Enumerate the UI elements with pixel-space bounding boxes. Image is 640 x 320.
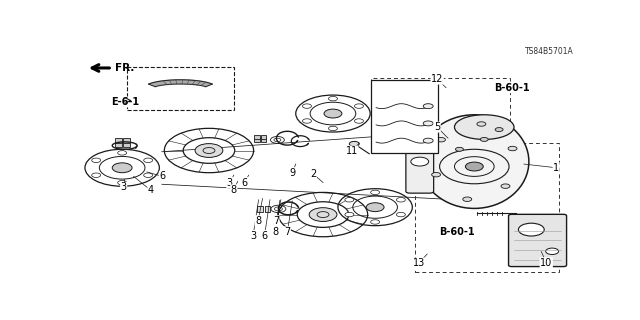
Polygon shape [148, 80, 212, 87]
Text: 7: 7 [284, 227, 291, 237]
Circle shape [355, 104, 364, 108]
Circle shape [518, 223, 544, 236]
Circle shape [349, 141, 359, 146]
Circle shape [303, 119, 312, 123]
Text: 8: 8 [230, 185, 237, 195]
Bar [127, 67, 234, 110]
Circle shape [112, 163, 132, 173]
Circle shape [118, 151, 127, 155]
Text: 13: 13 [413, 258, 425, 268]
Circle shape [345, 197, 354, 202]
Circle shape [345, 212, 354, 217]
Text: 11: 11 [346, 146, 358, 156]
Text: 5: 5 [434, 122, 440, 132]
Circle shape [371, 220, 380, 224]
Bar [254, 138, 260, 142]
Text: 6: 6 [262, 230, 268, 241]
Circle shape [480, 138, 488, 141]
Circle shape [501, 184, 510, 188]
Circle shape [396, 197, 405, 202]
Ellipse shape [454, 115, 514, 140]
Text: 3: 3 [250, 230, 256, 241]
Circle shape [456, 147, 463, 151]
Circle shape [463, 197, 472, 201]
Bar [257, 206, 262, 212]
Circle shape [436, 138, 445, 142]
Circle shape [411, 157, 429, 166]
FancyBboxPatch shape [406, 130, 434, 193]
Bar [264, 206, 271, 212]
Bar [115, 138, 122, 143]
Text: 7: 7 [273, 216, 279, 226]
Bar [260, 138, 266, 142]
Circle shape [355, 119, 364, 123]
Ellipse shape [420, 115, 529, 208]
Circle shape [309, 208, 337, 221]
Text: 8: 8 [255, 216, 261, 226]
Bar [123, 138, 129, 143]
Text: 3: 3 [120, 182, 127, 192]
Bar [254, 135, 260, 139]
Text: B-60-1: B-60-1 [440, 227, 476, 237]
Text: E-6-1: E-6-1 [111, 97, 139, 107]
Text: B-60-1: B-60-1 [494, 83, 530, 93]
Circle shape [423, 121, 433, 126]
Circle shape [195, 144, 223, 157]
FancyBboxPatch shape [509, 214, 566, 267]
Circle shape [144, 173, 152, 177]
Circle shape [324, 109, 342, 118]
Bar [123, 142, 129, 147]
Text: 10: 10 [540, 258, 552, 268]
Circle shape [144, 158, 152, 163]
Text: 8: 8 [273, 227, 279, 237]
Text: 2: 2 [310, 169, 316, 179]
Text: 12: 12 [431, 74, 444, 84]
Text: 3: 3 [227, 178, 233, 188]
Circle shape [508, 146, 517, 151]
Text: 6: 6 [159, 172, 165, 181]
Circle shape [431, 172, 440, 177]
Text: FR.: FR. [115, 63, 134, 73]
Text: 4: 4 [148, 185, 154, 196]
Text: TS84B5701A: TS84B5701A [525, 47, 573, 56]
Circle shape [118, 180, 127, 185]
Circle shape [328, 126, 337, 131]
Bar [371, 80, 438, 153]
Circle shape [423, 138, 433, 143]
Text: 6: 6 [242, 178, 248, 188]
Circle shape [92, 158, 100, 163]
Bar [415, 143, 559, 273]
Circle shape [477, 122, 486, 126]
Circle shape [366, 203, 384, 212]
Circle shape [465, 162, 483, 171]
Text: 1: 1 [553, 163, 559, 173]
Circle shape [92, 173, 100, 177]
Circle shape [303, 104, 312, 108]
Circle shape [495, 128, 503, 132]
Circle shape [423, 104, 433, 108]
Bar [115, 142, 122, 147]
Bar [371, 78, 510, 153]
Text: 9: 9 [289, 168, 295, 178]
Bar [260, 135, 266, 139]
Circle shape [396, 212, 405, 217]
Circle shape [371, 190, 380, 195]
Circle shape [546, 248, 559, 254]
Circle shape [328, 96, 337, 101]
